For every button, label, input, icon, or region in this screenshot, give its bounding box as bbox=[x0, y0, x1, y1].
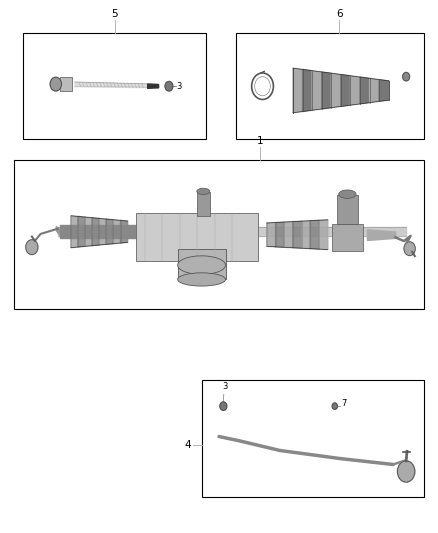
Polygon shape bbox=[276, 222, 284, 247]
Polygon shape bbox=[360, 77, 370, 104]
Polygon shape bbox=[78, 216, 85, 247]
Polygon shape bbox=[85, 217, 92, 246]
Polygon shape bbox=[341, 75, 350, 107]
Bar bbox=[23, 33, 206, 139]
Circle shape bbox=[220, 402, 227, 410]
Polygon shape bbox=[71, 216, 78, 248]
Ellipse shape bbox=[178, 273, 226, 286]
Polygon shape bbox=[106, 219, 113, 244]
Polygon shape bbox=[311, 220, 319, 249]
Polygon shape bbox=[99, 219, 106, 245]
Text: 3: 3 bbox=[222, 382, 227, 391]
Polygon shape bbox=[293, 68, 303, 113]
Polygon shape bbox=[319, 220, 328, 249]
Ellipse shape bbox=[178, 256, 226, 274]
Polygon shape bbox=[370, 78, 379, 102]
Bar bbox=[178, 249, 226, 279]
Polygon shape bbox=[120, 221, 127, 243]
Polygon shape bbox=[267, 223, 276, 247]
Circle shape bbox=[165, 82, 173, 91]
Bar bbox=[332, 224, 363, 251]
Bar bbox=[237, 33, 424, 139]
Polygon shape bbox=[312, 71, 322, 110]
Circle shape bbox=[404, 242, 415, 256]
Bar bbox=[336, 195, 358, 224]
Text: 4: 4 bbox=[184, 440, 191, 450]
Bar bbox=[14, 160, 424, 309]
Polygon shape bbox=[322, 72, 331, 109]
Polygon shape bbox=[350, 76, 360, 105]
Text: 6: 6 bbox=[336, 9, 343, 19]
Polygon shape bbox=[113, 220, 120, 244]
Bar bbox=[136, 213, 258, 261]
Ellipse shape bbox=[339, 190, 356, 198]
Bar bbox=[201, 381, 424, 497]
Polygon shape bbox=[92, 218, 99, 246]
Text: 1: 1 bbox=[257, 136, 263, 146]
Text: 7: 7 bbox=[341, 399, 346, 408]
Polygon shape bbox=[284, 222, 293, 248]
Bar bbox=[60, 77, 72, 91]
Polygon shape bbox=[331, 73, 341, 108]
Polygon shape bbox=[293, 221, 302, 248]
Polygon shape bbox=[302, 221, 311, 248]
Polygon shape bbox=[379, 79, 389, 101]
Polygon shape bbox=[303, 69, 312, 111]
Circle shape bbox=[26, 240, 38, 255]
Circle shape bbox=[332, 403, 337, 409]
Circle shape bbox=[403, 72, 410, 81]
Text: 5: 5 bbox=[111, 9, 118, 19]
Circle shape bbox=[50, 77, 61, 91]
Bar bbox=[197, 192, 210, 216]
Text: 3: 3 bbox=[177, 82, 182, 91]
Circle shape bbox=[397, 461, 415, 482]
Ellipse shape bbox=[197, 188, 210, 195]
